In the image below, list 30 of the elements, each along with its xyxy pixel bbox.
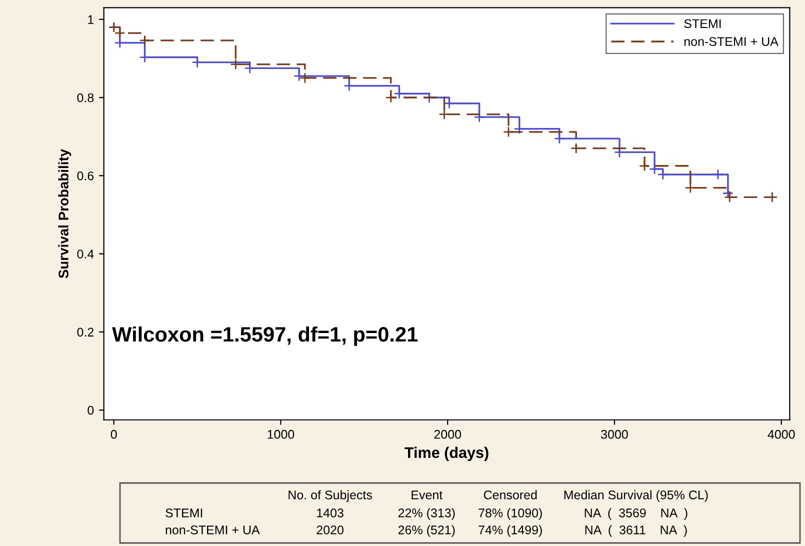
text: STEMI <box>166 508 202 518</box>
text: Event <box>412 490 443 500</box>
annotation: Wilcoxon =1.5597, df=1, p=0.21 <box>112 326 418 346</box>
text: No. of Subjects <box>288 490 372 502</box>
y-tick-label: 0.2 <box>77 328 94 337</box>
text: 2020 <box>316 526 344 534</box>
y-axis-title: Survival Probability <box>58 148 72 278</box>
x-tick-label: 1000 <box>268 430 294 439</box>
y-tick-label: 1 <box>88 15 94 24</box>
text: NA ( 3569 NA ) <box>584 508 688 520</box>
legend-label: STEMI <box>684 19 721 28</box>
text: 74% (1499) <box>478 525 542 537</box>
x-tick-label: 3000 <box>601 430 628 439</box>
text: 26% (521) <box>398 525 455 537</box>
y-tick-label: 0.6 <box>77 171 94 180</box>
text: Censored <box>484 490 537 500</box>
x-tick-label: 4000 <box>768 430 795 439</box>
x-axis-title: Time (days) <box>404 446 488 462</box>
y-tick-label: 0.8 <box>77 93 94 102</box>
text: non-STEMI + UA <box>166 526 260 534</box>
x-tick-label: 0 <box>110 430 117 439</box>
x-tick-label: 2000 <box>434 430 462 439</box>
text: 22% (313) <box>398 508 455 520</box>
y-tick-label: 0.4 <box>77 250 94 258</box>
text: 1403 <box>317 508 344 518</box>
text: NA ( 3611 NA ) <box>585 525 687 537</box>
y-tick-label: 0 <box>88 406 94 415</box>
legend-label: non-STEMI + UA <box>684 37 778 46</box>
text: 78% (1090) <box>478 508 542 520</box>
text: Median Survival (95% CL) <box>564 490 708 502</box>
